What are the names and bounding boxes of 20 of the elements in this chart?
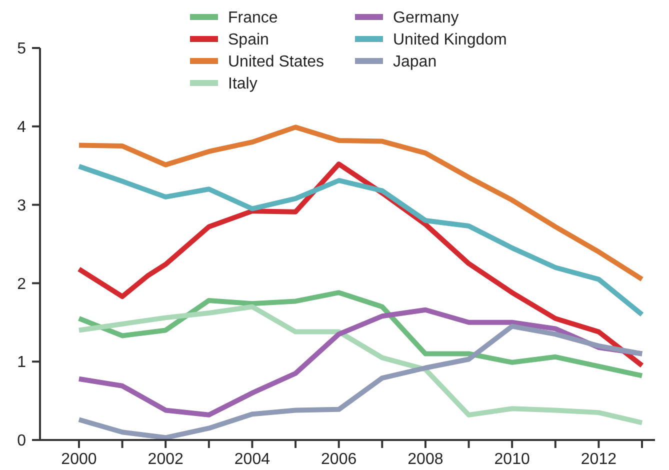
x-tick-label: 2000 xyxy=(61,451,97,468)
y-tick-label: 3 xyxy=(17,197,26,214)
legend-label: Japan xyxy=(393,54,437,71)
x-tick-label: 2004 xyxy=(234,451,270,468)
legend-label: Germany xyxy=(393,10,459,27)
x-tick-label: 2010 xyxy=(494,451,530,468)
legend-label: Spain xyxy=(228,32,269,49)
y-tick-label: 2 xyxy=(17,276,26,293)
x-tick-label: 2008 xyxy=(408,451,444,468)
legend-label: United Kingdom xyxy=(393,32,507,49)
x-tick-label: 2002 xyxy=(148,451,184,468)
legend-label: France xyxy=(228,10,278,27)
legend-label: United States xyxy=(228,54,324,71)
y-tick-label: 5 xyxy=(17,40,26,58)
x-tick-label: 2012 xyxy=(580,451,617,468)
y-tick-label: 1 xyxy=(17,354,26,372)
x-tick-label: 2006 xyxy=(321,451,357,468)
y-tick-label: 0 xyxy=(17,432,26,450)
y-tick-label: 4 xyxy=(17,119,26,136)
legend-label: Italy xyxy=(228,76,258,93)
